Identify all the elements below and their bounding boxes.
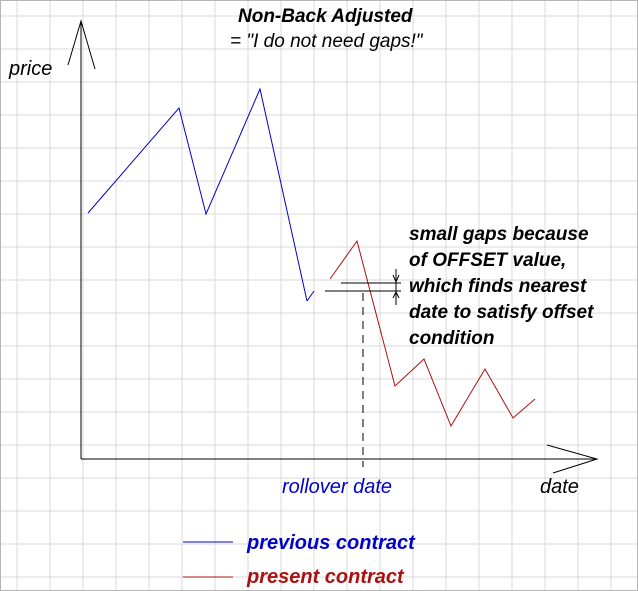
present-contract-line	[329, 239, 536, 428]
x-axis-arrowhead	[546, 444, 599, 474]
rollover-date-label: rollover date	[282, 476, 393, 498]
legend-label-previous-contract: previous contract	[247, 532, 415, 554]
previous-contract-tail	[306, 290, 315, 302]
diagram-subtitle: = "I do not need gaps!"	[230, 31, 423, 52]
y-axis-arrowhead	[67, 19, 96, 70]
annotation-line: date to satisfy offset	[409, 302, 594, 323]
diagram-title: Non-Back Adjusted	[238, 6, 413, 27]
annotation-line: which finds nearest	[409, 276, 587, 297]
previous-contract-line	[87, 87, 308, 302]
gap-arrow-bottom	[392, 290, 400, 299]
x-axis-label: date	[540, 476, 579, 498]
annotation-line: of OFFSET value,	[409, 250, 567, 271]
y-axis-label: price	[9, 58, 53, 80]
gap-annotation: small gaps because of OFFSET value, whic…	[409, 222, 593, 352]
legend-label-present-contract: present contract	[247, 566, 404, 588]
annotation-line: condition	[409, 328, 495, 349]
annotation-line: small gaps because	[409, 224, 589, 245]
gap-arrow-top	[392, 274, 400, 284]
